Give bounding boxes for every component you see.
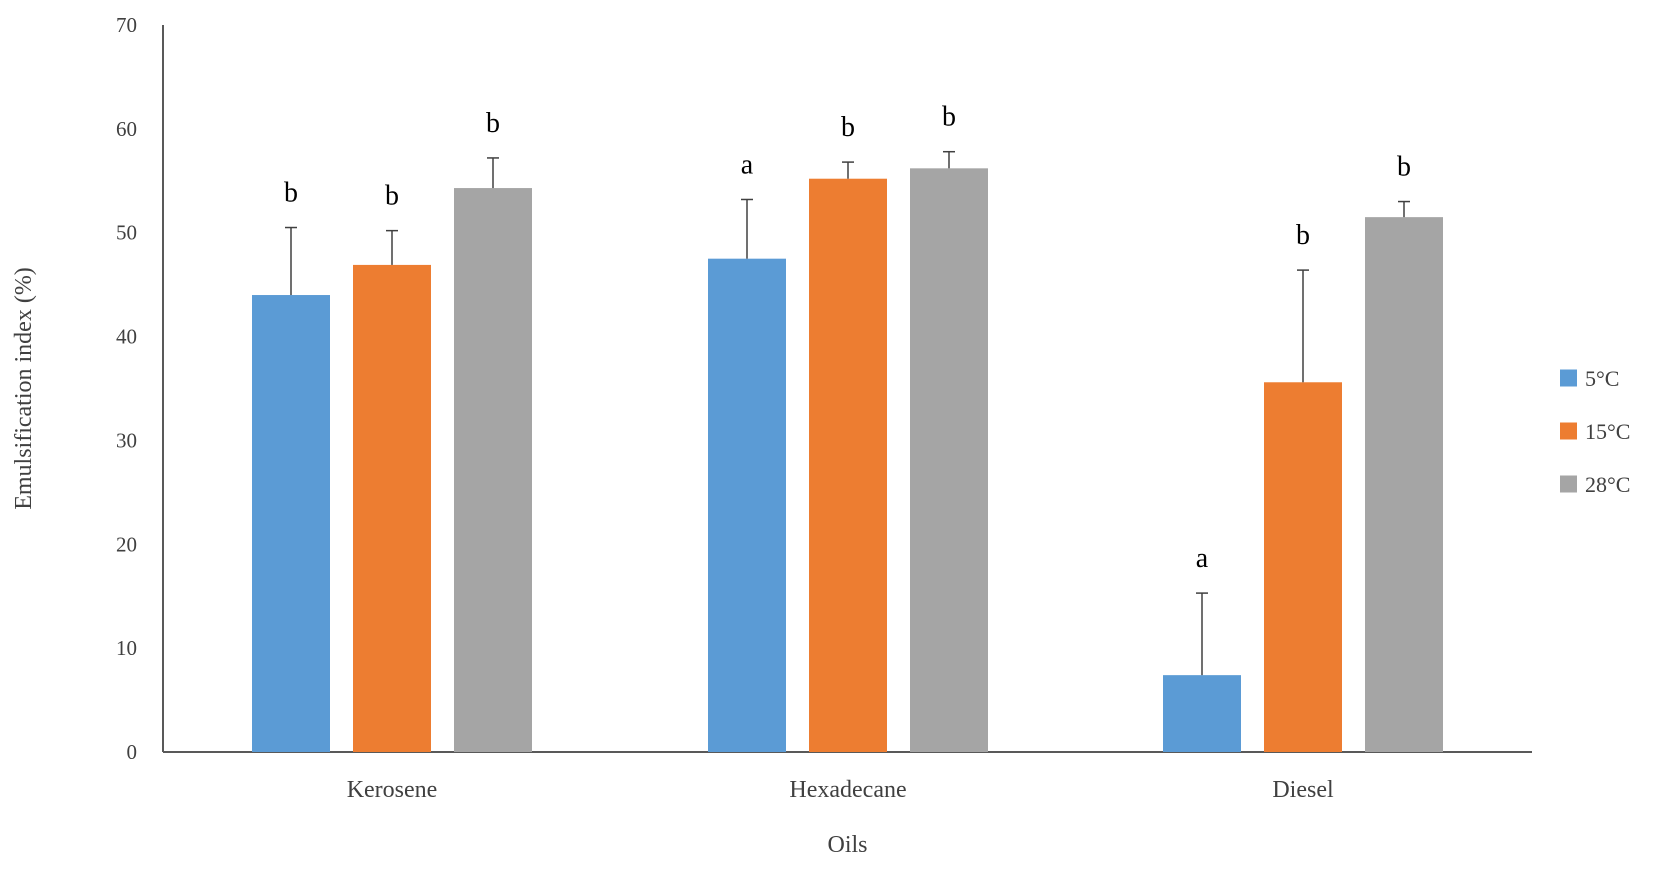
bar	[708, 258, 786, 752]
y-tick-label: 60	[116, 117, 137, 141]
bar	[809, 178, 887, 753]
bars	[252, 150, 1443, 753]
y-tick-label: 20	[116, 532, 137, 556]
legend-label: 15°C	[1585, 419, 1630, 444]
legend-swatch	[1560, 369, 1577, 387]
bar	[252, 295, 330, 752]
labels: b a a b b b b b b	[284, 102, 1411, 574]
axes: 0 10 20 30 40 50 60 70 Emulsification index (%) O…	[11, 13, 1532, 858]
x-axis-title: Oils	[827, 832, 867, 858]
y-tick-label: 0	[127, 740, 138, 764]
significance-letter: b	[385, 181, 399, 212]
legend-swatch	[1560, 422, 1577, 440]
bar	[454, 188, 532, 752]
y-tick-label: 40	[116, 325, 137, 349]
legend: 5°C 15°C 28°C	[1560, 366, 1630, 497]
y-axis-title: Emulsification index (%)	[11, 267, 37, 510]
legend-swatch	[1560, 475, 1577, 493]
bar	[910, 168, 988, 752]
legend-label: 5°C	[1585, 366, 1619, 391]
bar	[1163, 675, 1241, 752]
significance-letter: b	[284, 178, 298, 209]
x-category-label: Kerosene	[347, 777, 438, 803]
legend-label: 28°C	[1585, 472, 1630, 497]
bar	[353, 264, 431, 752]
significance-letter: a	[741, 149, 754, 180]
significance-letter: a	[1196, 543, 1209, 574]
x-category-label: Hexadecane	[789, 777, 906, 803]
y-tick-label: 30	[116, 428, 137, 452]
significance-letter: b	[942, 102, 956, 133]
y-tick-label: 50	[116, 221, 137, 245]
significance-letter: b	[486, 108, 500, 139]
bar	[1365, 217, 1443, 752]
y-tick-label: 70	[116, 13, 137, 37]
significance-letter: b	[1397, 152, 1411, 183]
y-tick-label: 10	[116, 636, 137, 660]
bar	[1264, 382, 1342, 752]
x-category-label: Diesel	[1272, 777, 1334, 803]
significance-letter: b	[841, 112, 855, 143]
significance-letter: b	[1296, 220, 1310, 251]
